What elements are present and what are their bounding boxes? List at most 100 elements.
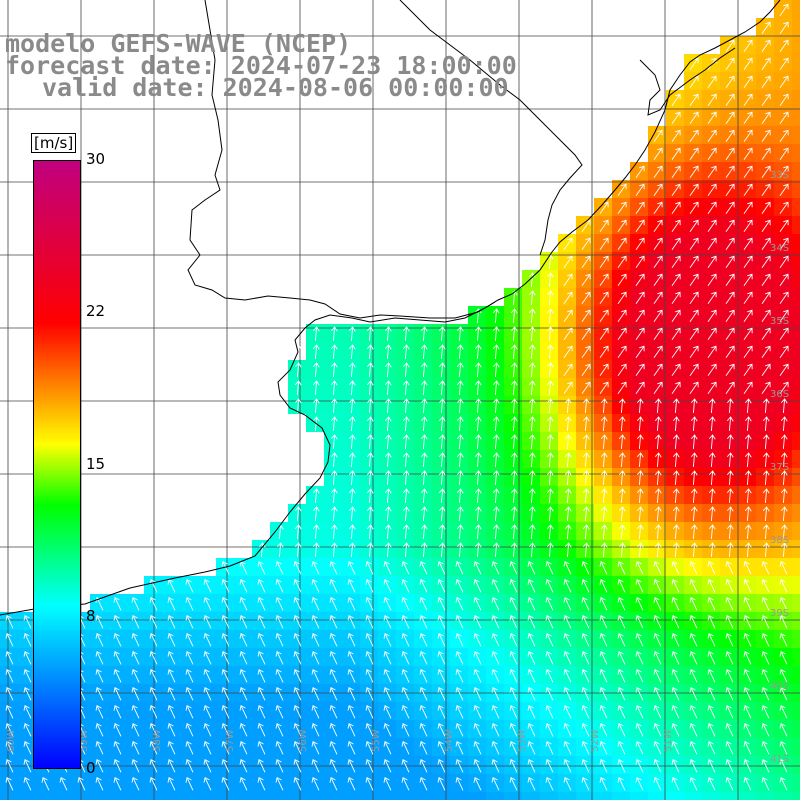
speed-cell <box>288 504 306 522</box>
colorbar <box>33 160 81 769</box>
wind-arrow <box>113 614 122 629</box>
wind-arrow <box>743 632 752 647</box>
speed-cell <box>702 54 720 72</box>
wind-arrow <box>402 380 410 396</box>
speed-cell <box>648 270 666 288</box>
speed-cell <box>720 306 738 324</box>
wind-arrow <box>599 381 609 394</box>
speed-cell <box>0 792 18 800</box>
speed-cell <box>36 792 54 800</box>
speed-cell <box>666 468 684 486</box>
speed-cell <box>612 306 630 324</box>
wind-arrow <box>258 542 266 558</box>
speed-cell <box>90 774 108 792</box>
wind-arrow <box>708 416 716 432</box>
wind-arrow <box>671 578 680 593</box>
wind-arrow <box>293 596 302 611</box>
speed-cell <box>90 792 108 800</box>
wind-arrow <box>600 434 608 450</box>
wind-arrow <box>438 452 446 468</box>
wind-arrow <box>725 255 735 268</box>
wind-arrow <box>402 398 410 414</box>
speed-cell <box>180 576 198 594</box>
speed-cell <box>0 648 18 666</box>
wind-arrow <box>528 506 536 522</box>
speed-cell <box>468 324 486 342</box>
wind-arrow <box>455 560 464 575</box>
speed-cell <box>468 630 486 648</box>
wind-arrow <box>348 416 356 432</box>
wind-arrow <box>743 560 752 575</box>
speed-cell <box>414 432 432 450</box>
speed-cell <box>738 774 756 792</box>
speed-cell <box>234 594 252 612</box>
wind-arrow <box>653 255 663 268</box>
speed-cell <box>774 36 792 54</box>
wind-arrow <box>366 506 374 522</box>
speed-cell <box>378 360 396 378</box>
speed-cell <box>252 702 270 720</box>
wind-arrow <box>167 596 176 611</box>
wind-arrow <box>599 632 608 647</box>
speed-cell <box>522 378 540 396</box>
speed-cell <box>306 738 324 756</box>
speed-cell <box>738 558 756 576</box>
speed-cell <box>738 288 756 306</box>
wind-arrow <box>275 776 284 791</box>
speed-cell <box>414 612 432 630</box>
wind-arrow <box>779 381 789 394</box>
wind-arrow <box>689 381 699 394</box>
wind-arrow <box>527 668 536 683</box>
wind-arrow <box>581 740 590 755</box>
wind-arrow <box>761 668 770 683</box>
wind-arrow <box>654 470 662 486</box>
wind-arrow <box>492 434 500 450</box>
speed-cell <box>540 324 558 342</box>
wind-arrow <box>545 704 554 719</box>
lat-label: 35S <box>770 316 789 327</box>
wind-arrow <box>149 758 158 773</box>
speed-cell <box>468 702 486 720</box>
speed-cell <box>540 630 558 648</box>
wind-arrow <box>492 470 500 486</box>
speed-cell <box>738 648 756 666</box>
wind-arrow <box>347 740 356 755</box>
wind-arrow <box>221 650 230 665</box>
wind-arrow <box>348 488 356 504</box>
lat-label: 39S <box>770 608 789 619</box>
speed-cell <box>756 774 774 792</box>
speed-cell <box>522 666 540 684</box>
wind-arrow <box>383 740 392 755</box>
wind-arrow <box>725 381 735 394</box>
speed-cell <box>576 540 594 558</box>
wind-arrow <box>563 327 573 340</box>
wind-arrow <box>582 542 590 558</box>
speed-cell <box>792 108 800 126</box>
speed-cell <box>594 720 612 738</box>
wind-arrow <box>438 398 446 414</box>
wind-arrow <box>671 345 681 358</box>
speed-cell <box>648 378 666 396</box>
speed-cell <box>558 414 576 432</box>
wind-arrow <box>330 524 338 540</box>
speed-cell <box>540 306 558 324</box>
speed-cell <box>360 504 378 522</box>
speed-cell <box>720 342 738 360</box>
speed-cell <box>468 594 486 612</box>
speed-cell <box>540 432 558 450</box>
wind-arrow <box>635 363 645 376</box>
speed-cell <box>684 108 702 126</box>
speed-cell <box>630 738 648 756</box>
wind-arrow <box>545 578 554 593</box>
speed-cell <box>702 180 720 198</box>
wind-arrow <box>312 524 320 540</box>
wind-arrow <box>779 93 789 106</box>
wind-arrow <box>708 542 716 558</box>
wind-arrow <box>545 668 554 683</box>
speed-cell <box>576 468 594 486</box>
wind-arrow <box>743 776 752 791</box>
speed-cell <box>720 414 738 432</box>
speed-cell <box>504 594 522 612</box>
speed-cell <box>630 756 648 774</box>
